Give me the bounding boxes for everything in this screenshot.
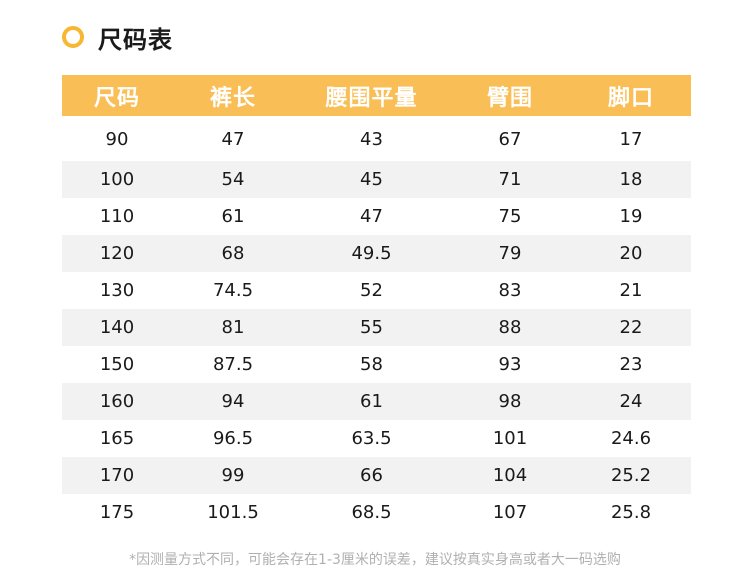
column-header-waist: 腰围平量 [294, 75, 449, 116]
table-cell: 47 [360, 206, 383, 227]
table-row: 160 94 61 98 24 [62, 383, 691, 420]
table-cell: 68.5 [351, 502, 392, 523]
column-header-hem: 脚口 [571, 75, 691, 116]
column-header-size: 尺码 [62, 75, 172, 116]
table-cell: 66 [294, 457, 449, 494]
table-cell: 58 [360, 354, 383, 375]
table-cell: 107 [492, 502, 528, 523]
table-cell: 18 [571, 161, 691, 198]
table-cell: 101.5 [207, 502, 259, 523]
measurement-footnote: *因测量方式不同，可能会存在1-3厘米的误差，建议按真实身高或者大一码选购 [129, 552, 621, 568]
table-cell: 52 [360, 280, 383, 301]
table-cell: 67 [498, 129, 522, 150]
table-cell: 45 [294, 161, 449, 198]
table-row: 150 87.5 58 93 23 [62, 346, 691, 383]
table-cell: 23 [619, 354, 643, 375]
table-cell: 96.5 [212, 428, 254, 449]
page-title: 尺码表 [98, 25, 173, 54]
table-cell: 25.8 [610, 502, 652, 523]
column-header-thigh: 臂围 [449, 75, 571, 116]
table-cell: 98 [449, 383, 571, 420]
table-cell: 79 [449, 235, 571, 272]
table-row: 175 101.5 68.5 107 25.8 [62, 494, 691, 531]
table-cell: 19 [619, 206, 643, 227]
table-cell: 104 [449, 457, 571, 494]
table-cell: 175 [99, 502, 135, 523]
table-cell: 75 [498, 206, 522, 227]
table-cell: 24.6 [610, 428, 652, 449]
table-cell: 20 [571, 235, 691, 272]
table-cell: 74.5 [212, 280, 254, 301]
table-cell: 170 [62, 457, 172, 494]
table-cell: 130 [99, 280, 135, 301]
table-row: 110 61 47 75 19 [62, 198, 691, 235]
table-cell: 61 [294, 383, 449, 420]
table-cell: 90 [105, 129, 129, 150]
table-cell: 17 [619, 129, 643, 150]
table-cell: 47 [221, 129, 245, 150]
table-row: 100 54 45 71 18 [62, 161, 691, 198]
table-row: 140 81 55 88 22 [62, 309, 691, 346]
table-cell: 81 [172, 309, 294, 346]
table-cell: 24 [571, 383, 691, 420]
table-row: 165 96.5 63.5 101 24.6 [62, 420, 691, 457]
table-cell: 120 [62, 235, 172, 272]
table-cell: 63.5 [351, 428, 392, 449]
table-cell: 140 [62, 309, 172, 346]
table-cell: 160 [62, 383, 172, 420]
table-cell: 43 [360, 129, 383, 150]
size-chart-table: 尺码 裤长 腰围平量 臂围 脚口 90 47 43 67 17 100 54 4… [62, 75, 691, 531]
table-cell: 21 [619, 280, 643, 301]
table-cell: 93 [498, 354, 522, 375]
table-cell: 110 [99, 206, 135, 227]
table-row: 130 74.5 52 83 21 [62, 272, 691, 309]
table-cell: 165 [99, 428, 135, 449]
table-cell: 22 [571, 309, 691, 346]
table-header-row: 尺码 裤长 腰围平量 臂围 脚口 [62, 75, 691, 116]
table-row: 120 68 49.5 79 20 [62, 235, 691, 272]
table-cell: 61 [221, 206, 245, 227]
table-cell: 101 [492, 428, 528, 449]
table-cell: 99 [172, 457, 294, 494]
table-cell: 54 [172, 161, 294, 198]
table-cell: 150 [99, 354, 135, 375]
table-row: 90 47 43 67 17 [62, 116, 691, 161]
table-cell: 49.5 [294, 235, 449, 272]
table-cell: 83 [498, 280, 522, 301]
title-row: 尺码表 [62, 18, 173, 56]
table-cell: 87.5 [212, 354, 254, 375]
table-row: 170 99 66 104 25.2 [62, 457, 691, 494]
table-cell: 94 [172, 383, 294, 420]
table-cell: 55 [294, 309, 449, 346]
table-cell: 100 [62, 161, 172, 198]
column-header-pants-length: 裤长 [172, 75, 294, 116]
table-cell: 88 [449, 309, 571, 346]
ring-icon [62, 26, 84, 48]
table-cell: 68 [172, 235, 294, 272]
table-cell: 25.2 [571, 457, 691, 494]
table-cell: 71 [449, 161, 571, 198]
